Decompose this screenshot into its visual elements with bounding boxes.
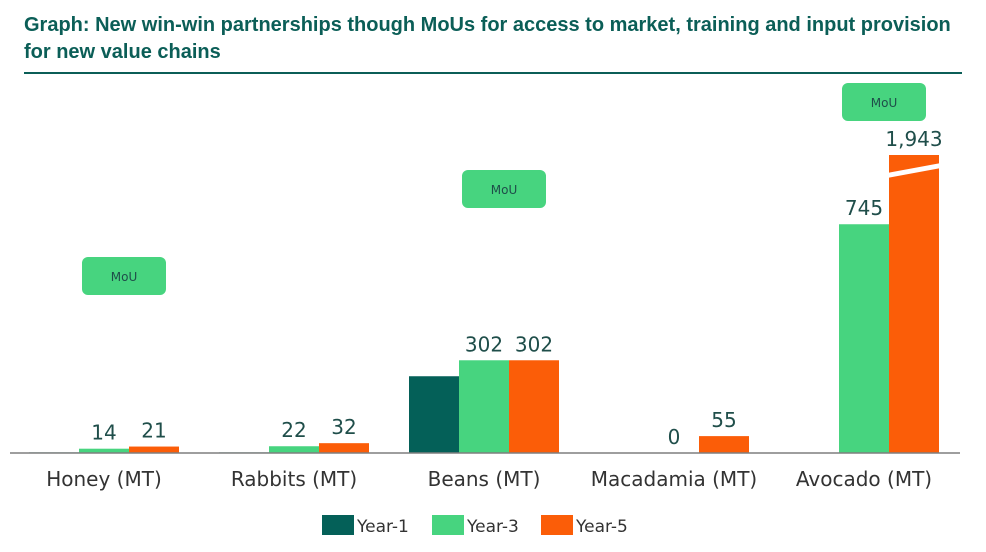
data-label-honey-mt-year-3: 14	[91, 421, 116, 445]
bar-macadamia-mt-year-5	[699, 436, 749, 453]
data-label-rabbits-mt-year-3: 22	[281, 418, 306, 442]
mou-badge-label: MoU	[491, 183, 517, 197]
data-label-honey-mt-year-5: 21	[141, 419, 166, 443]
legend-label-year-3: Year-3	[466, 517, 519, 537]
mou-badge-label: MoU	[871, 96, 897, 110]
bar-beans-mt-year-1	[409, 376, 459, 453]
x-tick-label: Rabbits (MT)	[231, 467, 357, 491]
mou-badge	[842, 83, 926, 121]
mou-badge	[82, 257, 166, 295]
bar-rabbits-mt-year-3	[269, 446, 319, 453]
title-divider	[24, 72, 962, 74]
mou-badge	[462, 170, 546, 208]
chart-title: Graph: New win-win partnerships though M…	[24, 14, 951, 63]
x-tick-label: Beans (MT)	[428, 467, 541, 491]
data-label-macadamia-mt-year-5: 55	[711, 408, 736, 432]
x-tick-label: Macadamia (MT)	[591, 467, 757, 491]
bar-beans-mt-year-3	[459, 360, 509, 453]
bar-beans-mt-year-5	[509, 360, 559, 453]
bar-avocado-mt-year-3	[839, 224, 889, 453]
legend-swatch-year-1	[322, 515, 354, 535]
mou-badge-label: MoU	[111, 270, 137, 284]
bar-honey-mt-year-3	[79, 448, 129, 453]
data-label-avocado-mt-year-3: 745	[845, 196, 883, 220]
data-label-rabbits-mt-year-5: 32	[331, 415, 356, 439]
axis-break-marker	[887, 163, 941, 178]
data-label-avocado-mt-year-5: 1,943	[885, 127, 942, 151]
data-label-macadamia-mt-year-3: 0	[668, 425, 681, 449]
data-label-beans-mt-year-5: 302	[515, 332, 553, 356]
legend-swatch-year-5	[541, 515, 573, 535]
bar-rabbits-mt-year-5	[319, 443, 369, 453]
legend-swatch-year-3	[432, 515, 464, 535]
legend-label-year-1: Year-1	[356, 517, 409, 537]
data-label-beans-mt-year-3: 302	[465, 332, 503, 356]
x-tick-label: Avocado (MT)	[796, 467, 932, 491]
bar-honey-mt-year-5	[129, 446, 179, 453]
bar-avocado-mt-year-5	[889, 155, 939, 453]
legend-label-year-5: Year-5	[575, 517, 628, 537]
x-tick-label: Honey (MT)	[46, 467, 162, 491]
